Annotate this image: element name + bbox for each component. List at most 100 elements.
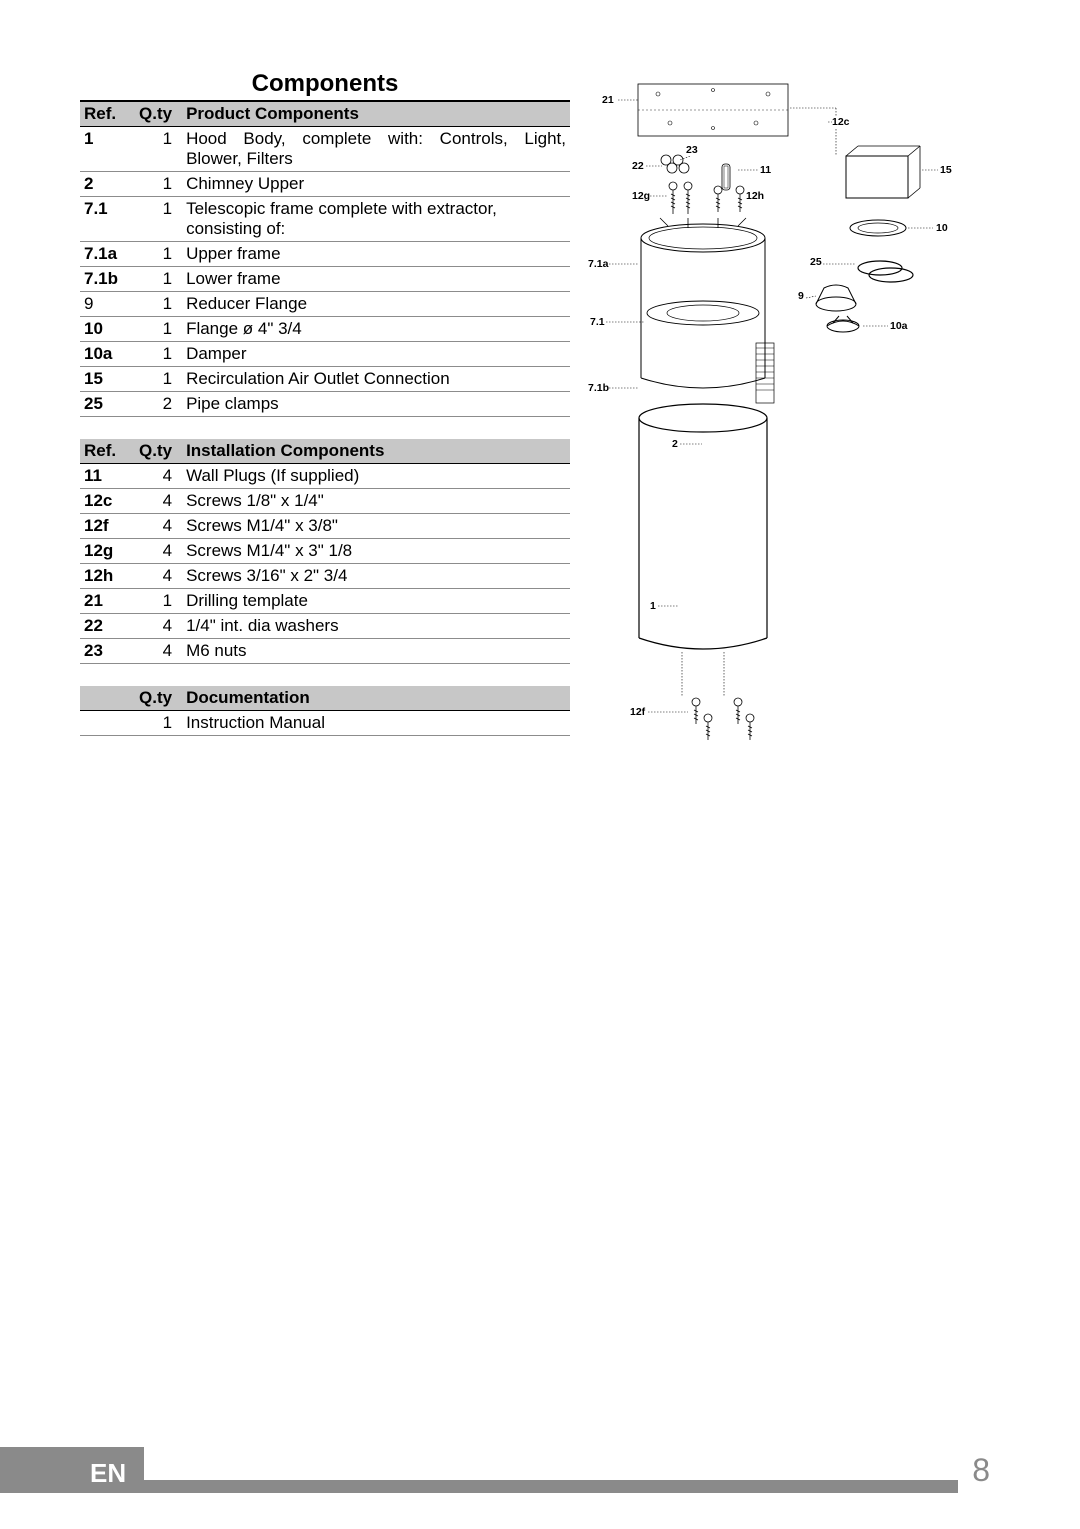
cell-qty: 2 (135, 392, 182, 417)
table-row: 12f4Screws M1/4" x 3/8" (80, 514, 570, 539)
cell-desc: Recirculation Air Outlet Connection (182, 367, 570, 392)
table-row: 7.11Telescopic frame complete with extra… (80, 197, 570, 242)
diagram-label-7-1a: 7.1a (588, 258, 608, 270)
cell-qty: 1 (135, 292, 182, 317)
cell-ref: 9 (80, 292, 135, 317)
cell-ref: 12c (80, 489, 135, 514)
table-row: 101Flange ø 4" 3/4 (80, 317, 570, 342)
diagram-label-9: 9 (798, 290, 804, 302)
cell-ref: 2 (80, 172, 135, 197)
cell-ref (80, 711, 135, 736)
diagram-label-21: 21 (602, 94, 614, 106)
th-ref: Ref. (80, 102, 135, 127)
cell-qty: 1 (135, 197, 182, 242)
page-title: Components (80, 70, 570, 102)
documentation-table: Q.ty Documentation 1Instruction Manual (80, 686, 570, 736)
cell-desc: Screws M1/4" x 3" 1/8 (182, 539, 570, 564)
cell-ref: 12g (80, 539, 135, 564)
th-qty: Q.ty (135, 439, 182, 464)
cell-desc: Chimney Upper (182, 172, 570, 197)
diagram-label-25: 25 (810, 256, 822, 268)
cell-ref: 7.1b (80, 267, 135, 292)
cell-qty: 1 (135, 267, 182, 292)
diagram-label-7-1b: 7.1b (588, 382, 609, 394)
diagram-label-7-1: 7.1 (590, 316, 605, 328)
diagram-label-12f: 12f (630, 706, 645, 718)
table-row: 1Instruction Manual (80, 711, 570, 736)
cell-qty: 1 (135, 367, 182, 392)
table-row: 252Pipe clamps (80, 392, 570, 417)
diagram-label-12c: 12c (832, 116, 850, 128)
table-row: 114Wall Plugs (If supplied) (80, 464, 570, 489)
table-row: 7.1a1Upper frame (80, 242, 570, 267)
cell-ref: 1 (80, 127, 135, 172)
cell-desc: Wall Plugs (If supplied) (182, 464, 570, 489)
cell-qty: 1 (135, 317, 182, 342)
th-desc: Installation Components (182, 439, 570, 464)
table-row: 12c4Screws 1/8" x 1/4" (80, 489, 570, 514)
table-row: 151Recirculation Air Outlet Connection (80, 367, 570, 392)
diagram-label-11: 11 (760, 164, 771, 176)
table-row: 12g4Screws M1/4" x 3" 1/8 (80, 539, 570, 564)
th-ref: Ref. (80, 439, 135, 464)
th-qty: Q.ty (135, 102, 182, 127)
cell-qty: 1 (135, 342, 182, 367)
cell-qty: 4 (135, 639, 182, 664)
cell-desc: Telescopic frame complete with extractor… (182, 197, 570, 242)
diagram-label-1: 1 (650, 600, 656, 612)
th-qty: Q.ty (135, 686, 182, 711)
cell-desc: Flange ø 4" 3/4 (182, 317, 570, 342)
cell-qty: 4 (135, 489, 182, 514)
cell-qty: 1 (135, 127, 182, 172)
table-row: 7.1b1Lower frame (80, 267, 570, 292)
cell-ref: 11 (80, 464, 135, 489)
cell-desc: Reducer Flange (182, 292, 570, 317)
cell-ref: 7.1a (80, 242, 135, 267)
cell-desc: 1/4" int. dia washers (182, 614, 570, 639)
cell-desc: Screws 3/16" x 2" 3/4 (182, 564, 570, 589)
cell-qty: 1 (135, 172, 182, 197)
table-row: 91Reducer Flange (80, 292, 570, 317)
exploded-diagram: 21 12c 23 22 11 15 12g 12h 10 7.1a 25 9 … (588, 78, 1000, 758)
cell-qty: 1 (135, 242, 182, 267)
footer-language: EN (0, 1447, 144, 1493)
cell-desc: Screws 1/8" x 1/4" (182, 489, 570, 514)
product-components-table: Ref. Q.ty Product Components 11Hood Body… (80, 102, 570, 417)
table-row: 211Drilling template (80, 589, 570, 614)
diagram-label-15: 15 (940, 164, 952, 176)
diagram-label-2: 2 (672, 438, 678, 450)
cell-desc: Screws M1/4" x 3/8" (182, 514, 570, 539)
table-row: 12h4Screws 3/16" x 2" 3/4 (80, 564, 570, 589)
cell-ref: 7.1 (80, 197, 135, 242)
table-row: 10a1Damper (80, 342, 570, 367)
cell-ref: 10 (80, 317, 135, 342)
cell-qty: 4 (135, 614, 182, 639)
cell-desc: M6 nuts (182, 639, 570, 664)
cell-qty: 4 (135, 514, 182, 539)
cell-qty: 1 (135, 589, 182, 614)
cell-qty: 4 (135, 564, 182, 589)
cell-desc: Drilling template (182, 589, 570, 614)
cell-ref: 12h (80, 564, 135, 589)
diagram-label-12g: 12g (632, 190, 650, 202)
cell-desc: Instruction Manual (182, 711, 570, 736)
cell-ref: 25 (80, 392, 135, 417)
cell-desc: Upper frame (182, 242, 570, 267)
th-desc: Documentation (182, 686, 570, 711)
cell-ref: 10a (80, 342, 135, 367)
table-row: 11Hood Body, complete with: Controls, Li… (80, 127, 570, 172)
cell-desc: Lower frame (182, 267, 570, 292)
cell-qty: 4 (135, 464, 182, 489)
diagram-label-12h: 12h (746, 190, 764, 202)
cell-qty: 4 (135, 539, 182, 564)
table-row: 21Chimney Upper (80, 172, 570, 197)
th-desc: Product Components (182, 102, 570, 127)
diagram-label-10: 10 (936, 222, 948, 234)
diagram-label-23: 23 (686, 144, 698, 156)
page-footer: EN 8 (0, 1447, 1080, 1493)
table-row: 2241/4" int. dia washers (80, 614, 570, 639)
cell-ref: 15 (80, 367, 135, 392)
th-ref-empty (80, 686, 135, 711)
footer-page-number: 8 (958, 1447, 1080, 1493)
cell-ref: 23 (80, 639, 135, 664)
